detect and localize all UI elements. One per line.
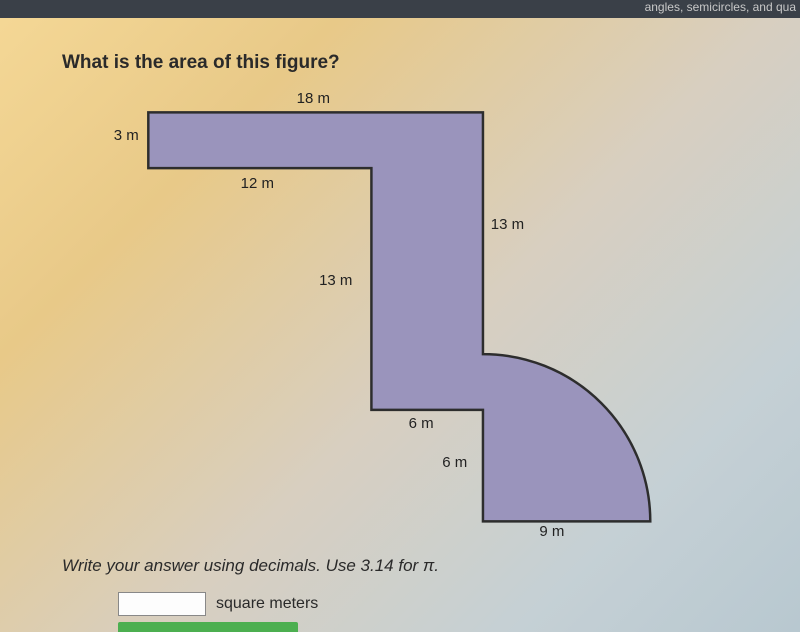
submit-strip[interactable] [118, 622, 298, 632]
answer-input[interactable] [118, 592, 206, 616]
geometry-figure: 18 m 3 m 12 m 13 m 13 m 6 m 6 m 9 m [110, 100, 670, 540]
topbar-text: angles, semicircles, and qua [645, 0, 796, 14]
label-inner-12m: 12 m [241, 175, 274, 192]
label-bottom-9m: 9 m [539, 523, 564, 540]
label-6m-v: 6 m [442, 454, 467, 471]
instruction-text: Write your answer using decimals. Use 3.… [62, 556, 439, 576]
unit-label: square meters [216, 595, 318, 613]
top-header-bar: angles, semicircles, and qua [0, 0, 800, 18]
answer-row: square meters [118, 592, 318, 616]
figure-svg [110, 100, 670, 540]
label-inner-13m: 13 m [319, 272, 352, 289]
label-left-3m: 3 m [114, 127, 139, 144]
label-6m-h: 6 m [409, 415, 434, 432]
label-top-18m: 18 m [297, 90, 330, 107]
label-right-13m: 13 m [491, 216, 524, 233]
question-text: What is the area of this figure? [62, 52, 340, 74]
